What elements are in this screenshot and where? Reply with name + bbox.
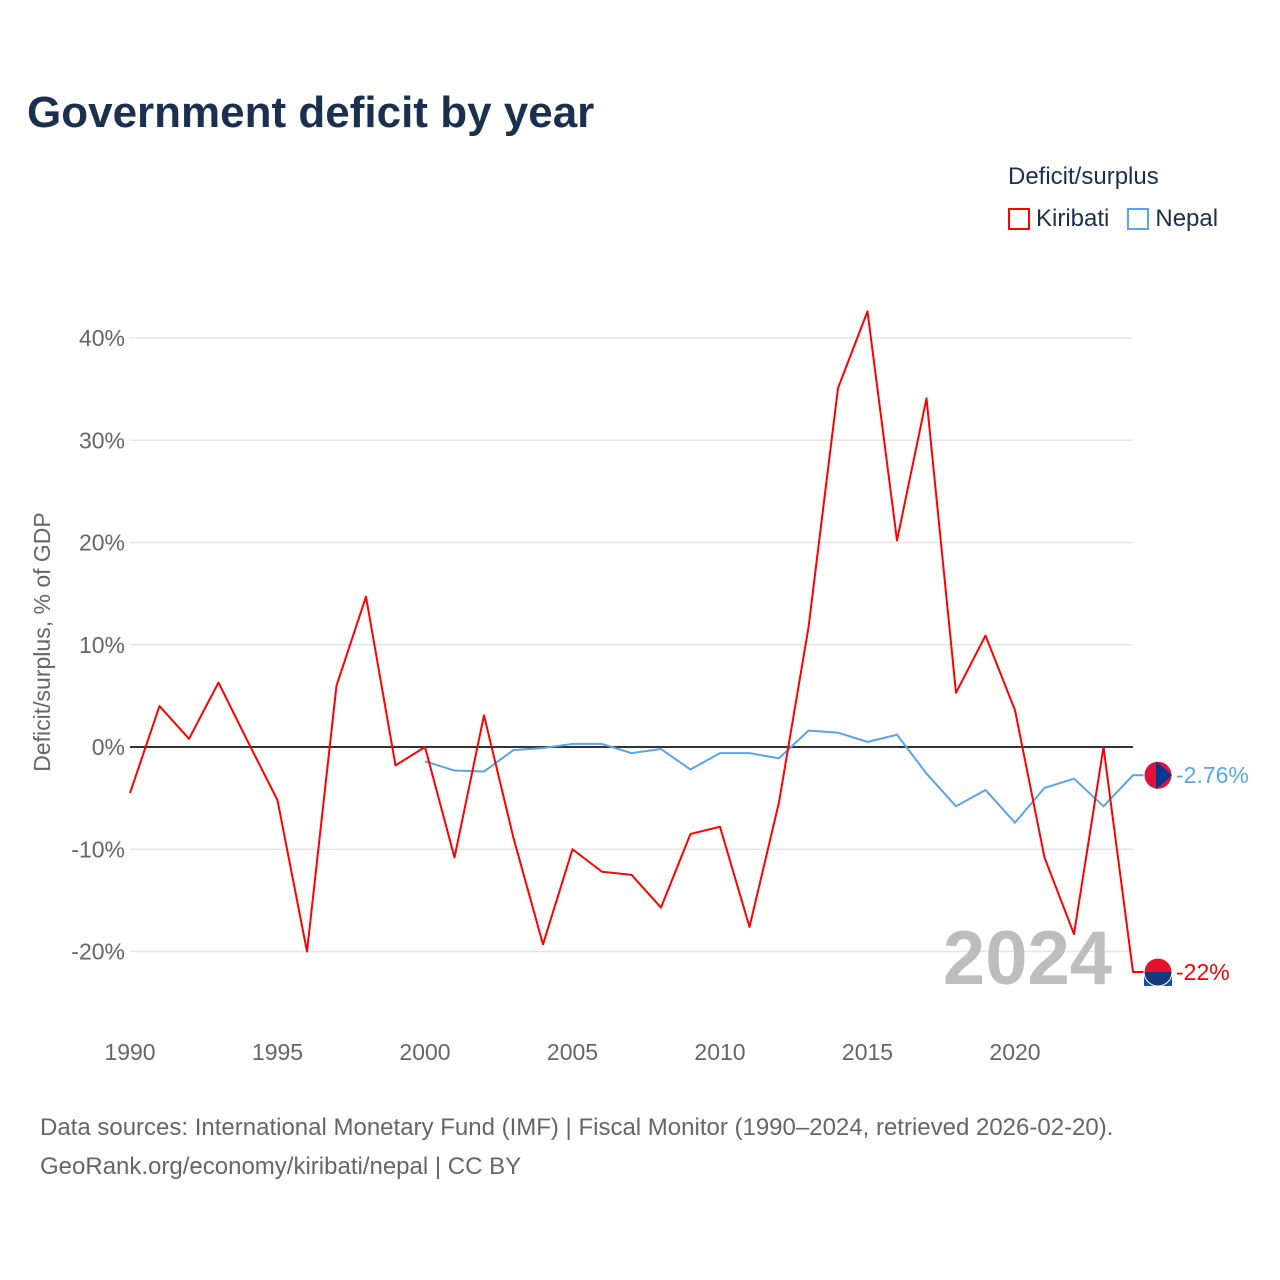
x-tick-label: 2020 (989, 1039, 1040, 1065)
legend-label: Kiribati (1036, 205, 1110, 232)
x-tick-label: 1990 (104, 1039, 155, 1065)
year-watermark: 2024 (943, 916, 1112, 1001)
flag-shape-icon (1156, 761, 1172, 790)
y-tick-label: 40% (79, 325, 125, 351)
y-tick-label: 10% (79, 632, 125, 658)
y-axis-label: Deficit/surplus, % of GDP (29, 512, 55, 771)
y-tick-label: 20% (79, 530, 125, 556)
legend: Kiribati Nepal (1008, 205, 1218, 233)
x-tick-label: 2010 (694, 1039, 745, 1065)
flag-ocean-icon (1144, 971, 1172, 986)
legend-label: Nepal (1155, 205, 1219, 232)
end-label-nepal: -2.76% (1176, 762, 1249, 788)
x-tick-label: 2005 (547, 1039, 598, 1065)
y-tick-label: 0% (92, 734, 125, 760)
end-label-kiribati: -22% (1176, 959, 1230, 985)
y-tick-label: 30% (79, 427, 125, 453)
legend-title: Deficit/surplus (1008, 163, 1159, 190)
source-line-1: Data sources: International Monetary Fun… (40, 1114, 1114, 1141)
legend-swatch-nepal (1127, 208, 1150, 230)
x-tick-label: 2000 (399, 1039, 450, 1065)
source-note: Data sources: International Monetary Fun… (40, 1108, 1113, 1186)
series-line-kiribati (129, 310, 1145, 973)
chart-title: Government deficit by year (27, 88, 595, 137)
y-tick-label: -20% (71, 939, 125, 965)
x-tick-label: 1995 (252, 1039, 303, 1065)
legend-item-kiribati[interactable]: Kiribati (1008, 205, 1109, 233)
source-line-2[interactable]: GeoRank.org/economy/kiribati/nepal | CC … (40, 1153, 522, 1180)
x-tick-label: 2015 (842, 1039, 893, 1065)
legend-item-nepal[interactable]: Nepal (1127, 205, 1218, 233)
legend-swatch-kiribati (1008, 208, 1030, 230)
series-line-nepal (424, 729, 1145, 824)
flag-border (1143, 957, 1173, 987)
y-tick-label: -10% (71, 836, 125, 862)
